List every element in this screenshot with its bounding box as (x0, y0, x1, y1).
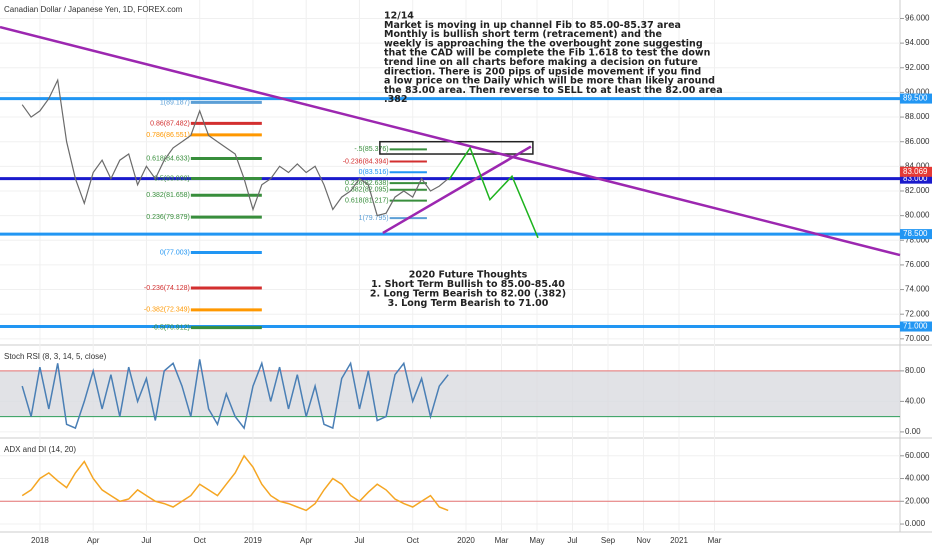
y-tick-label: 76.000 (905, 260, 930, 269)
panel-title: Stoch RSI (8, 3, 14, 5, close) (4, 352, 107, 361)
fib-label: -0.382(72.349) (144, 307, 190, 314)
y-tick-label: 82.000 (905, 186, 930, 195)
y-tick-label: 86.000 (905, 137, 930, 146)
y-tick-label: 0.000 (905, 519, 926, 528)
x-tick-label: 2018 (31, 536, 49, 545)
y-tick-label: 74.000 (905, 285, 930, 294)
note-line: weekly is approaching the the overbought… (384, 38, 703, 49)
fib-label: -.5(85.376) (354, 146, 388, 153)
level-tag (900, 93, 932, 104)
fib-label: 1(79.795) (359, 215, 389, 222)
x-tick-label: Apr (300, 536, 313, 545)
fib-label: 0(77.003) (160, 249, 190, 256)
note-line: direction. There is 200 pips of upside m… (384, 66, 701, 77)
y-tick-label: 78.000 (905, 235, 930, 244)
x-tick-label: Jul (567, 536, 577, 545)
y-tick-label: 70.000 (905, 334, 930, 343)
future-line: 2020 Future Thoughts (409, 270, 528, 281)
x-tick-label: Oct (193, 536, 206, 545)
x-tick-label: 2019 (244, 536, 262, 545)
y-tick-label: 60.000 (905, 451, 930, 460)
fib-label: 0.382(81.658) (146, 192, 190, 199)
price-label: 83.069 (903, 167, 928, 176)
y-tick-label: 0.00 (905, 427, 921, 436)
x-tick-label: 2021 (670, 536, 688, 545)
level-tag (900, 173, 932, 184)
y-tick-label: 96.000 (905, 14, 930, 23)
note-line: a low price on the Daily which will be m… (384, 76, 715, 87)
note-line: trend line on all charts before making a… (384, 57, 698, 68)
y-tick-label: 40.00 (905, 396, 926, 405)
fib-label: -0.5(70.912) (152, 324, 190, 331)
level-tag (900, 229, 932, 240)
x-tick-label: May (529, 536, 544, 545)
note-line: Market is moving in up channel Fib to 85… (384, 20, 681, 31)
fib-label: -0.236(74.128) (144, 285, 190, 292)
y-tick-label: 84.000 (905, 161, 930, 170)
panel-title: ADX and DI (14, 20) (4, 445, 76, 454)
x-tick-label: Mar (495, 536, 509, 545)
level-label: 89.500 (903, 94, 928, 103)
x-tick-label: Nov (636, 536, 650, 545)
y-tick-label: 20.000 (905, 496, 930, 505)
note-line: the 83.00 area. Then reverse to SELL to … (384, 85, 723, 96)
level-label: 71.000 (903, 322, 928, 331)
fib-label: 0(83.516) (359, 169, 389, 176)
y-tick-label: 94.000 (905, 38, 930, 47)
fib-label: 0.86(87.482) (150, 120, 190, 127)
y-tick-label: 92.000 (905, 63, 930, 72)
fib-label: 0.786(86.551) (146, 132, 190, 139)
note-line: .382 (384, 94, 407, 105)
indicator-line (21, 454, 449, 512)
trend-line (0, 25, 901, 257)
fib-label: 0.5(83.008) (154, 175, 190, 182)
y-tick-label: 72.000 (905, 309, 930, 318)
note-line: Monthly is bullish short term (retraceme… (384, 29, 662, 40)
x-tick-label: Jul (141, 536, 151, 545)
y-tick-label: 40.000 (905, 474, 930, 483)
x-tick-label: Oct (406, 536, 419, 545)
level-tag (900, 321, 932, 332)
level-label: 78.500 (903, 229, 928, 238)
fib-label: 1(89.187) (160, 99, 190, 106)
y-tick-label: 88.000 (905, 112, 930, 121)
y-tick-label: 80.00 (905, 366, 926, 375)
price-line (21, 78, 449, 217)
y-tick-label: 80.000 (905, 211, 930, 220)
title: Canadian Dollar / Japanese Yen, 1D, FORE… (4, 5, 183, 14)
future-line: 2. Long Term Bearish to 82.00 (.382) (370, 289, 566, 300)
x-tick-label: Sep (601, 536, 616, 545)
fib-label: 0.618(84.633) (146, 155, 190, 162)
fib-label: 0.618(81.217) (345, 197, 389, 204)
future-line: 3. Long Term Bearish to 71.00 (388, 298, 549, 309)
price-tag (900, 166, 932, 177)
fib-label: -0.236(84.394) (343, 158, 389, 165)
level-label: 83.000 (903, 174, 928, 183)
future-line: 1. Short Term Bullish to 85.00-85.40 (371, 279, 565, 290)
x-tick-label: Jul (354, 536, 364, 545)
x-tick-label: Mar (708, 536, 722, 545)
fib-label: 0.236(79.879) (146, 214, 190, 221)
note-line: that the CAD will be complete the Fib 1.… (384, 48, 711, 59)
fib-label: 0.382(82.095) (345, 187, 389, 194)
y-tick-label: 90.000 (905, 88, 930, 97)
projection-line (448, 146, 539, 239)
x-tick-label: Apr (87, 536, 100, 545)
note-line: 12/14 (384, 11, 414, 22)
x-tick-label: 2020 (457, 536, 475, 545)
indicator-line (21, 359, 449, 430)
trend-line (382, 145, 532, 234)
